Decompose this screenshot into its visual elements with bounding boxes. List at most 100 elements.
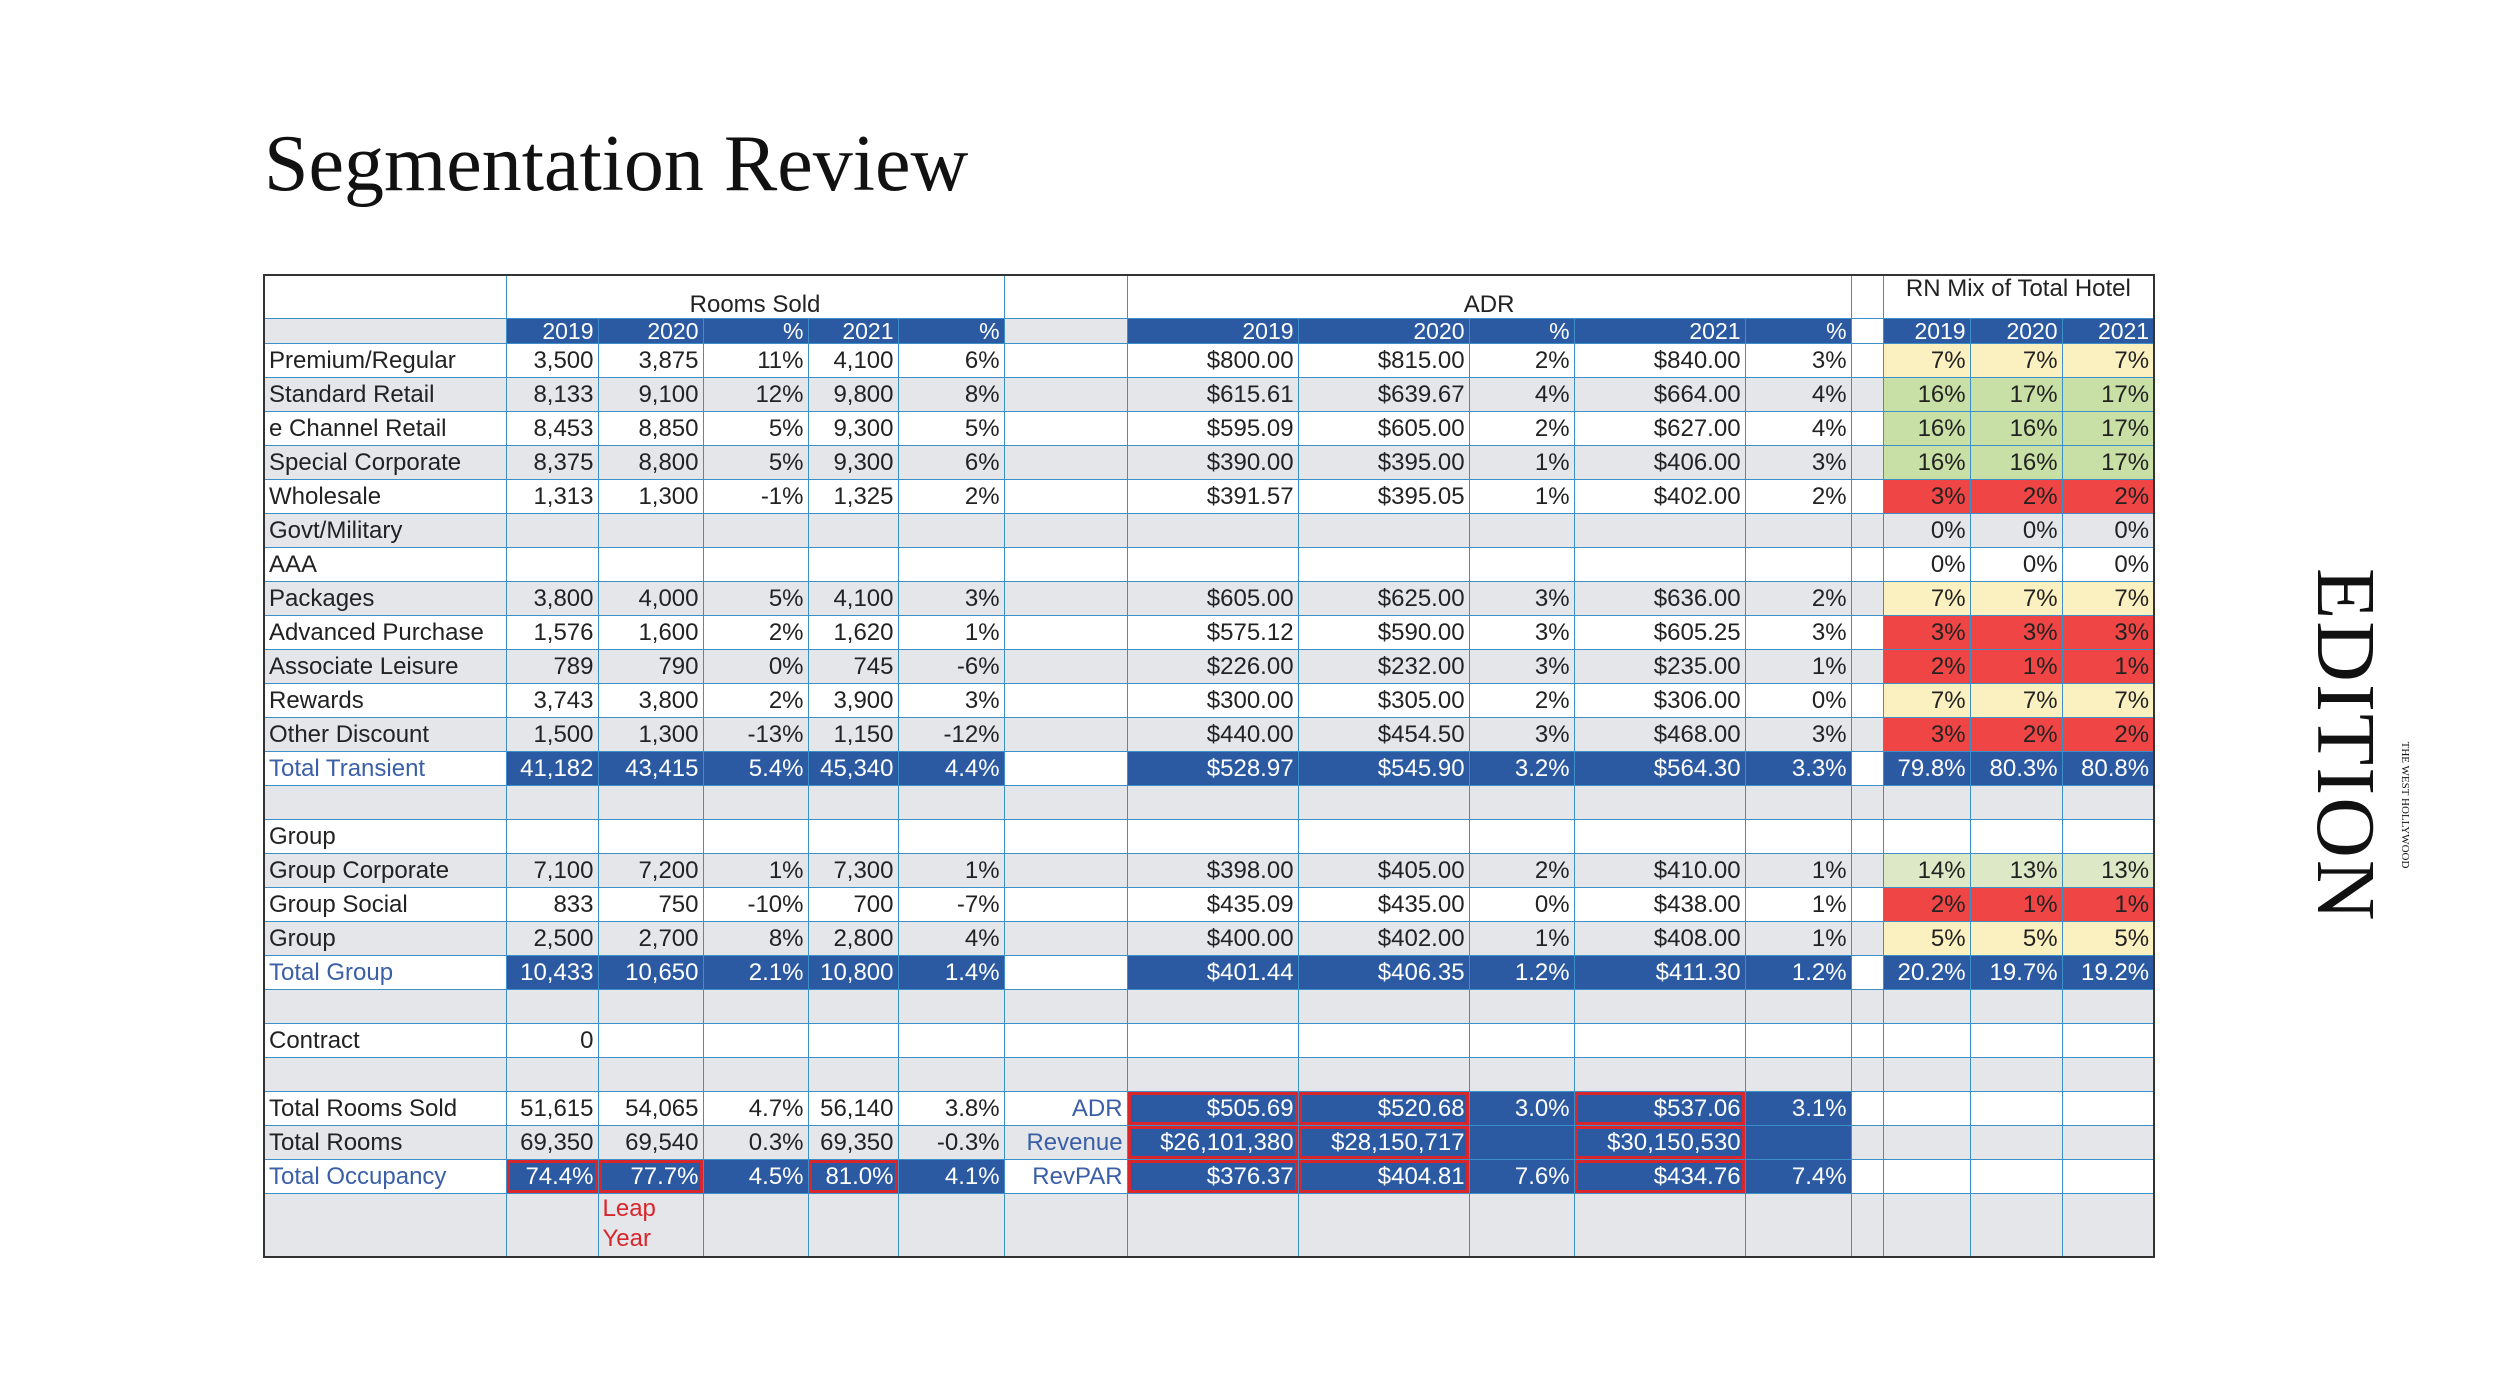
adr-cell: [1744, 989, 1852, 1024]
mix-cell: 2%: [1969, 479, 2063, 514]
rooms-cell: 8%: [897, 377, 1005, 412]
table-row: Total Group 10,433 10,650 2.1% 10,800 1.4% $40…: [263, 955, 2155, 990]
adr-cell: 1%: [1744, 649, 1852, 684]
adr-cell: $406.35: [1297, 955, 1470, 990]
spacer: [1850, 785, 1884, 820]
rooms-cell: [505, 819, 599, 854]
row-label: Total Rooms Sold: [263, 1091, 507, 1126]
column-header: 2021: [1573, 318, 1746, 344]
side-label: ADR: [1003, 1091, 1128, 1126]
mix-cell: 7%: [2061, 683, 2155, 718]
adr-cell: $454.50: [1297, 717, 1470, 752]
mix-cell: [2061, 819, 2155, 854]
adr-cell: $395.05: [1297, 479, 1470, 514]
side-label: [1003, 853, 1128, 888]
rooms-cell: 5%: [897, 411, 1005, 446]
rooms-cell: 69,350: [807, 1125, 899, 1160]
adr-cell: 3%: [1468, 649, 1575, 684]
rooms-cell: 0: [505, 1023, 599, 1058]
rooms-cell: 69,350: [505, 1125, 599, 1160]
adr-cell: 4%: [1744, 411, 1852, 446]
table-row: Rewards 3,743 3,800 2% 3,900 3% $300.00 $305.00…: [263, 683, 2155, 718]
spacer: [1850, 853, 1884, 888]
adr-cell: $404.81: [1297, 1159, 1470, 1194]
adr-cell: 1%: [1468, 921, 1575, 956]
adr-cell: [1744, 1125, 1852, 1160]
rooms-cell: 4,000: [597, 581, 704, 616]
mix-cell: 0%: [1969, 547, 2063, 582]
rooms-cell: [505, 1057, 599, 1092]
mix-cell: [1969, 785, 2063, 820]
rooms-cell: 6%: [897, 343, 1005, 378]
mix-cell: 0%: [2061, 547, 2155, 582]
mix-cell: 16%: [1969, 445, 2063, 480]
rooms-cell: 1%: [897, 853, 1005, 888]
mix-cell: 16%: [1882, 411, 1971, 446]
rooms-cell: 9,800: [807, 377, 899, 412]
rooms-cell: 4.5%: [702, 1159, 809, 1194]
rooms-cell: [897, 785, 1005, 820]
rooms-cell: 1.4%: [897, 955, 1005, 990]
mix-cell: 7%: [1969, 343, 2063, 378]
rooms-cell: 8,133: [505, 377, 599, 412]
adr-cell: [1573, 989, 1746, 1024]
rooms-cell: [897, 547, 1005, 582]
row-label: Special Corporate: [263, 445, 507, 480]
table-row: Wholesale 1,313 1,300 -1% 1,325 2% $391.57 $395…: [263, 479, 2155, 514]
rooms-cell: -6%: [897, 649, 1005, 684]
mix-cell: [1882, 1023, 1971, 1058]
adr-cell: 7.4%: [1744, 1159, 1852, 1194]
rooms-cell: 833: [505, 887, 599, 922]
mix-cell: 79.8%: [1882, 751, 1971, 786]
rooms-cell: [702, 819, 809, 854]
mix-cell: 20.2%: [1882, 955, 1971, 990]
adr-cell: $440.00: [1126, 717, 1299, 752]
row-label: Group Corporate: [263, 853, 507, 888]
mix-cell: 2%: [1969, 717, 2063, 752]
mix-cell: [2061, 989, 2155, 1024]
adr-cell: [1468, 819, 1575, 854]
spacer: [1850, 445, 1884, 480]
mix-cell: [2061, 1057, 2155, 1092]
rooms-cell: [597, 513, 704, 548]
adr-cell: $468.00: [1573, 717, 1746, 752]
adr-cell: 2%: [1468, 411, 1575, 446]
mix-cell: 5%: [1882, 921, 1971, 956]
adr-cell: [1573, 513, 1746, 548]
rooms-cell: 51,615: [505, 1091, 599, 1126]
rooms-cell: 4,100: [807, 343, 899, 378]
rooms-cell: [505, 1193, 599, 1258]
header-row: Rooms Sold ADR RN Mix of Total Hotel: [263, 274, 2155, 319]
adr-cell: [1573, 1023, 1746, 1058]
adr-cell: $402.00: [1573, 479, 1746, 514]
mix-cell: 7%: [1882, 343, 1971, 378]
adr-cell: [1297, 1193, 1470, 1258]
rooms-cell: 45,340: [807, 751, 899, 786]
side-label: [1003, 1193, 1128, 1258]
mix-cell: 17%: [2061, 411, 2155, 446]
adr-cell: $605.25: [1573, 615, 1746, 650]
rooms-cell: 700: [807, 887, 899, 922]
mix-cell: [1882, 819, 1971, 854]
adr-cell: [1573, 1193, 1746, 1258]
column-header: 2020: [1297, 318, 1470, 344]
rooms-cell: [807, 1057, 899, 1092]
rooms-cell: [597, 1057, 704, 1092]
rooms-cell: 12%: [702, 377, 809, 412]
side-label: [1003, 683, 1128, 718]
adr-cell: 3.3%: [1744, 751, 1852, 786]
adr-cell: $590.00: [1297, 615, 1470, 650]
mix-cell: 13%: [1969, 853, 2063, 888]
rooms-cell: [702, 513, 809, 548]
mix-cell: 1%: [2061, 649, 2155, 684]
table-row: Leap Year: [263, 1193, 2155, 1258]
row-label: Total Rooms: [263, 1125, 507, 1160]
rooms-cell: 5.4%: [702, 751, 809, 786]
rooms-cell: 2%: [702, 615, 809, 650]
adr-cell: [1126, 989, 1299, 1024]
mix-cell: 17%: [2061, 377, 2155, 412]
adr-cell: $575.12: [1126, 615, 1299, 650]
rooms-cell: 1,300: [597, 717, 704, 752]
rooms-cell: 8,375: [505, 445, 599, 480]
mix-cell: 3%: [1882, 717, 1971, 752]
